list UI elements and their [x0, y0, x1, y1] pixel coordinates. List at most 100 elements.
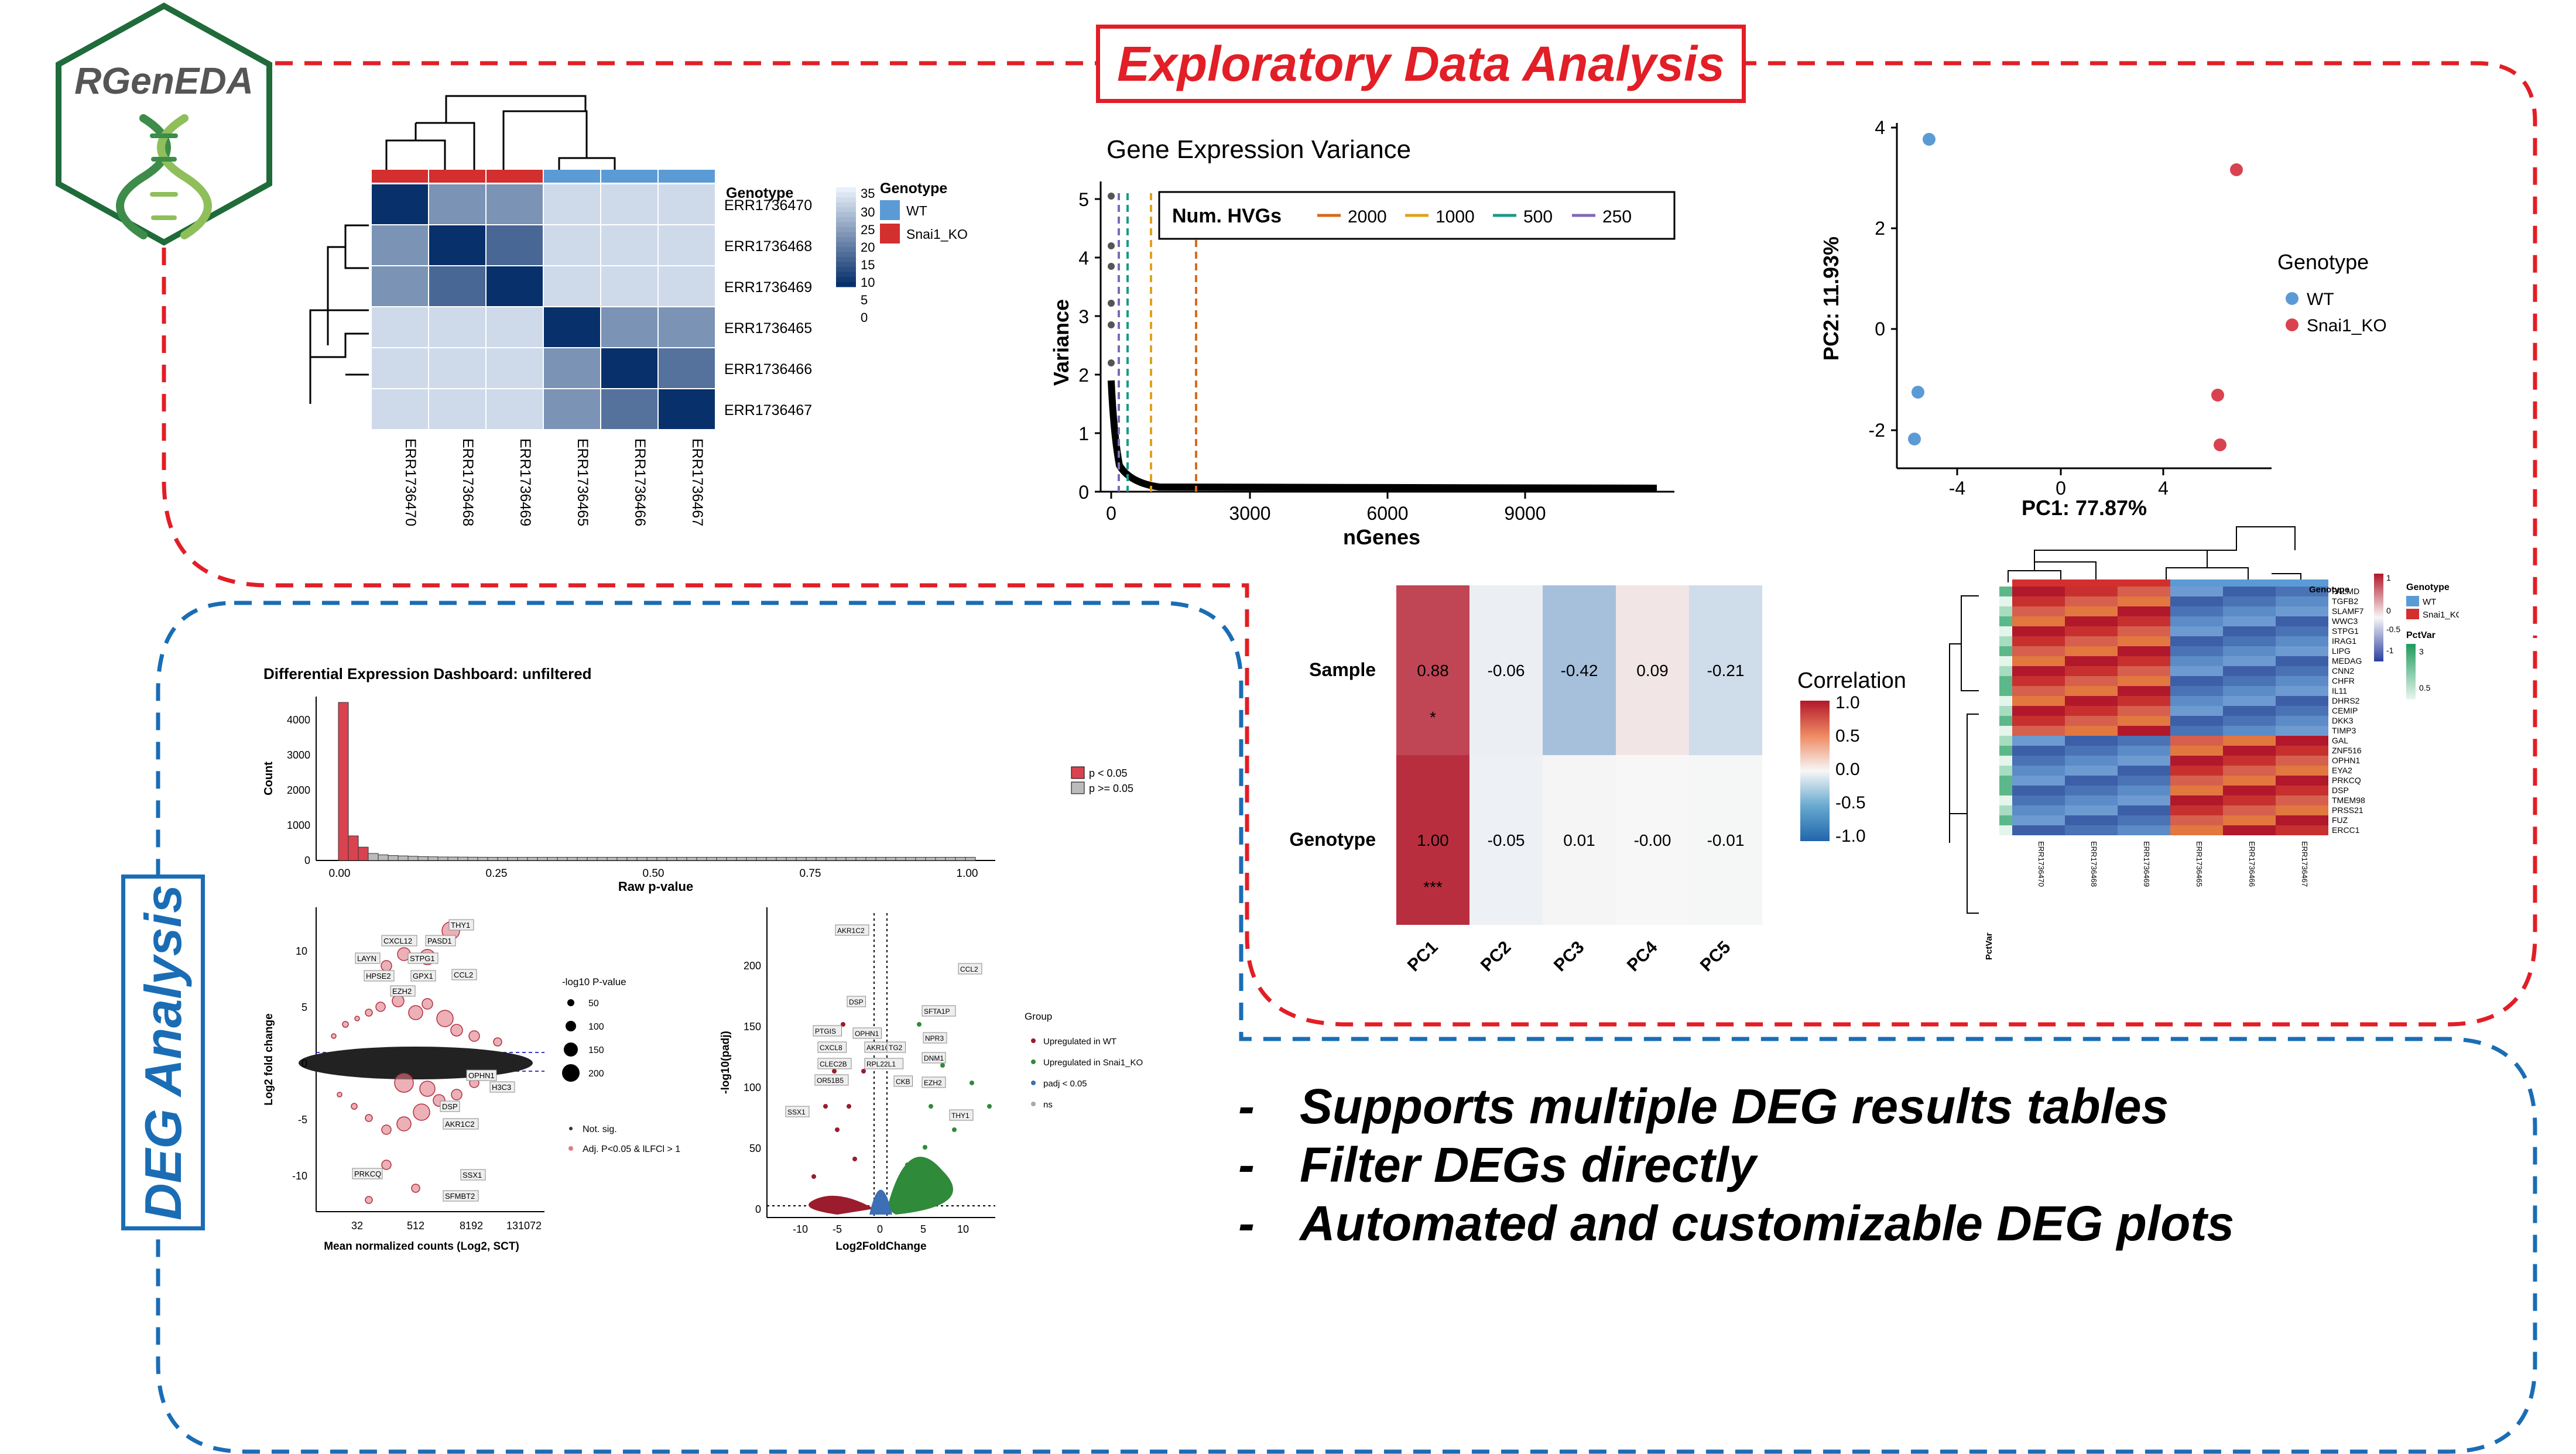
annotation-cell: [2012, 579, 2065, 587]
gene-heatmap-cell: [2223, 726, 2276, 736]
hist-x-tick: 1.00: [957, 867, 978, 880]
heatmap-cell: [659, 266, 715, 306]
corr-legend-tick: -0.5: [1835, 793, 1866, 812]
volcano-point-ko: [952, 1127, 957, 1132]
gene-heatmap-cell: [2012, 825, 2065, 835]
heatmap-row-labels: ERR1736470 ERR1736468 ERR1736469 ERR1736465…: [724, 197, 812, 419]
pctvar-tick-high: 3: [2419, 647, 2424, 656]
correlation-value: -0.00: [1634, 831, 1671, 849]
heatmap-col-label: ERR1736469: [517, 438, 533, 526]
histogram-bar: [636, 857, 648, 861]
gene-heatmap-cell: [2118, 726, 2170, 736]
scale-segment: [836, 202, 856, 208]
gene-heatmap-cell: [2276, 606, 2328, 616]
gene-heatmap-cell: [2118, 766, 2170, 776]
volcano-point-ko: [929, 1104, 933, 1109]
volcano-legend-wt: Upregulated in WT: [1043, 1037, 1116, 1047]
gene-heatmap-cell: [2065, 726, 2118, 736]
histogram-x-ticks: 0.00 0.25 0.50 0.75 1.00: [329, 867, 978, 880]
gene-heatmap-cell: [2170, 776, 2223, 786]
gene-heatmap-cell: [2170, 825, 2223, 835]
gene-heatmap-cell: [2223, 746, 2276, 756]
gene-heatmap-cell: [2276, 766, 2328, 776]
bullet-text: Supports multiple DEG results tables: [1300, 1078, 2169, 1134]
gene-heatmap-cell: [2276, 686, 2328, 696]
heatmap-cell: [544, 225, 600, 265]
ma-x-tick: 32: [351, 1220, 363, 1232]
heatmap-cell: [429, 266, 485, 306]
ma-size-legend-label: 200: [588, 1069, 604, 1079]
histogram-bar: [577, 857, 588, 861]
gene-label: EYA2: [2332, 766, 2352, 775]
volcano-label-box: [814, 1074, 849, 1086]
ma-sig-point: [375, 1002, 386, 1012]
histogram-bar: [756, 857, 767, 861]
gene-heatmap-cell: [2012, 696, 2065, 706]
corr-row-genotype: Genotype: [1289, 829, 1376, 850]
histogram-bar: [925, 857, 936, 861]
histogram-bar: [885, 857, 896, 861]
gene-heatmap-cell: [2170, 686, 2223, 696]
gene-heatmap-cell: [2118, 606, 2170, 616]
pctvar-cell: [1999, 815, 2012, 825]
gene-heatmap-cell: [2223, 795, 2276, 805]
ma-x-tick: 8192: [460, 1220, 483, 1232]
histogram-bar: [686, 857, 697, 861]
ma-size-legend-dot: [564, 1043, 578, 1057]
deg-title-box: DEG Analysis: [121, 875, 205, 1230]
volcano-point-ko: [917, 1022, 922, 1027]
pca-legend-wt: WT: [2307, 290, 2334, 309]
ma-points-cloud: [299, 1047, 533, 1079]
gene-heatmap-cell: [2276, 736, 2328, 746]
y-tick-label: 4: [1078, 248, 1089, 269]
heatmap-row-label: ERR1736469: [724, 279, 812, 296]
annotation-cell: [2118, 579, 2170, 587]
ma-gene-label: AKR1C2: [445, 1120, 475, 1129]
gene-heatmap-cell: [2065, 805, 2118, 815]
histogram-bar: [845, 857, 857, 861]
eda-section-border: [246, 61, 2537, 638]
gene-heatmap-cell: [2012, 626, 2065, 636]
hist-x-tick: 0.50: [643, 867, 664, 880]
gene-heatmap-cell: [2118, 776, 2170, 786]
gene-heatmap-cell: [2170, 795, 2223, 805]
ma-sig-points: [331, 921, 502, 1204]
ma-label-box: [364, 970, 395, 982]
gene-label: DSP: [2332, 786, 2349, 795]
volcano-legend-title: Group: [1025, 1011, 1052, 1022]
gene-heatmap-cell: [2276, 616, 2328, 626]
ma-sig-point: [365, 1196, 373, 1204]
ma-x-tick: 131072: [506, 1220, 542, 1232]
corr-legend-tick: -1.0: [1835, 827, 1866, 846]
volcano-label-box: [922, 1005, 956, 1017]
histogram-bar: [417, 856, 429, 861]
gene-label: STPG1: [2332, 626, 2359, 636]
histogram-bar: [676, 857, 687, 861]
pctvar-cell: [1999, 776, 2012, 786]
gene-heatmap-cell: [2223, 736, 2276, 746]
gene-heatmap-cell: [2276, 825, 2328, 835]
gene-heatmap-cell: [2170, 746, 2223, 756]
heatmap-cell: [601, 184, 657, 224]
histogram-bar: [407, 856, 419, 861]
gene-heatmap-cell: [2012, 815, 2065, 825]
gene-top-dendrogram: [2008, 526, 2301, 582]
ma-gene-label: CXCL12: [383, 937, 412, 945]
gene-heatmap-cell: [2276, 706, 2328, 716]
gene-heatmap-cell: [2012, 636, 2065, 646]
gene-heatmap-cell: [2223, 676, 2276, 686]
volcano-x-tick: -10: [793, 1223, 808, 1235]
pca-point-wt: [1923, 133, 1936, 146]
pctvar-cell: [1999, 746, 2012, 756]
gene-label: CNN2: [2332, 666, 2354, 675]
volcano-y-tick: 0: [755, 1203, 761, 1215]
deg-dashboard: Differential Expression Dashboard: unfil…: [262, 665, 1143, 1253]
scale-tick: 25: [861, 222, 875, 237]
ma-label-box: [440, 1100, 460, 1112]
histogram-bar: [726, 857, 737, 861]
legend-swatch-wt: [880, 200, 900, 220]
heatmap-cells: [372, 184, 715, 429]
gene-heatmap-cell: [2118, 805, 2170, 815]
annotation-cell: [2065, 579, 2118, 587]
x-tick-label: 9000: [1504, 503, 1546, 524]
